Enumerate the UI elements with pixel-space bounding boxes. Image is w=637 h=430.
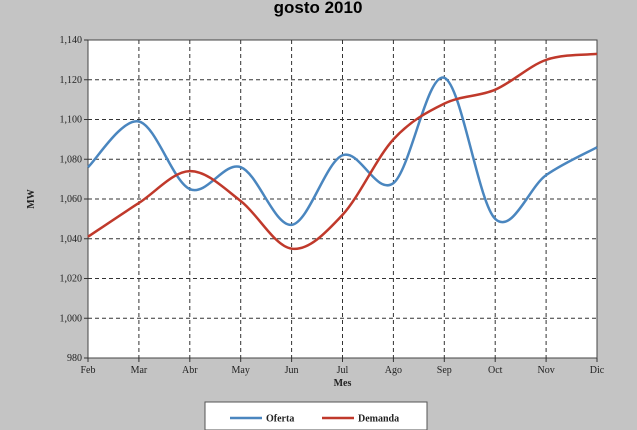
x-axis-ticks: Feb Mar Abr May Jun Jul Ago Sep Oct Nov Dic: [81, 358, 605, 376]
x-tick-label: Ago: [385, 365, 402, 376]
y-tick-label: 1,000: [60, 313, 83, 324]
series-line-demanda: [87, 52, 598, 250]
y-axis-ticks: 980 1,000 1,020 1,040 1,060 1,080 1,100 1,120 1,…: [60, 35, 88, 364]
series-layer: [87, 52, 598, 250]
legend-box: [204, 401, 428, 430]
legend: Oferta Demanda: [204, 401, 428, 430]
series-line-oferta: [87, 76, 598, 227]
y-tick-label: 1,120: [60, 75, 83, 86]
legend-label-oferta: Oferta: [266, 414, 294, 425]
x-tick-label: Sep: [437, 365, 452, 376]
grid-layer: [88, 40, 597, 358]
y-tick-label: 1,040: [60, 234, 83, 245]
x-tick-label: Nov: [537, 365, 554, 376]
y-tick-label: 1,140: [60, 35, 83, 46]
x-tick-label: Oct: [488, 365, 503, 376]
x-tick-label: May: [232, 365, 250, 376]
legend-label-demanda: Demanda: [358, 414, 399, 425]
y-tick-label: 1,080: [60, 154, 83, 165]
y-axis-title: MW: [26, 189, 37, 208]
x-tick-label: Abr: [182, 365, 198, 376]
x-axis-title: Mes: [334, 378, 352, 389]
x-tick-label: Feb: [81, 365, 96, 376]
y-tick-label: 1,020: [60, 274, 83, 285]
y-tick-label: 1,060: [60, 194, 83, 205]
x-tick-label: Jul: [337, 365, 349, 376]
y-tick-label: 1,100: [60, 115, 83, 126]
x-tick-label: Jun: [285, 365, 299, 376]
x-tick-label: Dic: [590, 365, 605, 376]
y-tick-label: 980: [67, 353, 82, 364]
chart-title: gosto 2010: [274, 0, 363, 17]
x-tick-label: Mar: [131, 365, 148, 376]
